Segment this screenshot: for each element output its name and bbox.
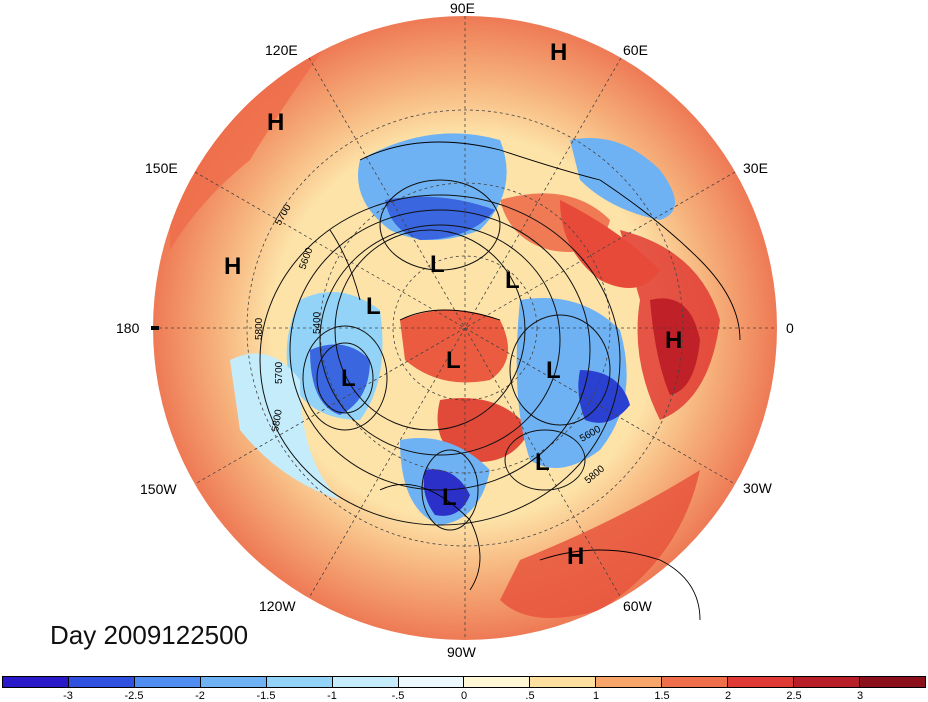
colorbar-swatch — [662, 677, 729, 687]
high-center: H — [224, 253, 241, 280]
anomaly-warm-region — [500, 470, 700, 618]
anomaly-cold-region — [570, 138, 675, 220]
colorbar-swatch — [398, 677, 465, 687]
contour-label: 5800 — [270, 408, 285, 432]
colorbar-swatch — [3, 677, 69, 687]
colorbar-tick: 2.5 — [786, 690, 802, 702]
colorbar — [2, 676, 926, 688]
high-center: H — [550, 39, 567, 66]
contour-label: 5400 — [312, 311, 323, 334]
colorbar-tick: -2 — [195, 690, 205, 702]
anomaly-cold-region — [516, 298, 627, 468]
colorbar-swatch — [596, 677, 663, 687]
lon-label-150w: 150W — [140, 481, 177, 497]
colorbar-swatch — [794, 677, 860, 687]
colorbar-swatch — [134, 677, 201, 687]
colorbar-tick: -3 — [63, 690, 73, 702]
lon-label-120e: 120E — [265, 42, 298, 58]
high-center: H — [665, 327, 682, 354]
lon-label-30w: 30W — [743, 480, 772, 496]
colorbar-swatch — [68, 677, 135, 687]
colorbar-swatch — [859, 677, 925, 687]
lon-label-120w: 120W — [259, 598, 296, 614]
anomaly-cold-region — [385, 196, 495, 240]
low-center: L — [446, 347, 461, 374]
low-center: L — [430, 251, 445, 278]
lon-label-150e: 150E — [145, 160, 178, 176]
contour-label: 5800 — [254, 317, 265, 340]
colorbar-swatch — [728, 677, 795, 687]
lon-label-90w: 90W — [447, 644, 476, 660]
lon-label-0: 0 — [786, 320, 794, 336]
lon-label-60e: 60E — [623, 42, 648, 58]
colorbar-tick: -2.5 — [124, 690, 144, 702]
colorbar-swatch — [332, 677, 399, 687]
colorbar-tick: -1.5 — [256, 690, 276, 702]
anomaly-cold-region — [230, 353, 340, 500]
colorbar-tick: .5 — [525, 690, 535, 702]
low-center: L — [442, 484, 457, 511]
colorbar-swatch — [530, 677, 597, 687]
colorbar-tick: -1 — [327, 690, 337, 702]
anomaly-warm-region — [400, 310, 508, 383]
contour-label: 5700 — [274, 361, 285, 384]
anomaly-cold-region — [423, 469, 470, 516]
colorbar-swatch — [266, 677, 333, 687]
height-contours — [259, 179, 621, 531]
colorbar-tick: -.5 — [391, 690, 405, 702]
colorbar-tick: 0 — [460, 690, 468, 702]
colorbar-tick: 3 — [856, 690, 864, 702]
colorbar-tick: 1.5 — [654, 690, 670, 702]
anomaly-warm-region — [650, 298, 700, 395]
low-center: L — [366, 293, 381, 320]
high-center: H — [567, 543, 584, 570]
high-center: H — [267, 109, 284, 136]
colorbar-swatch — [200, 677, 267, 687]
anomaly-cold-region — [310, 344, 370, 415]
anomaly-warm-region — [170, 40, 330, 250]
anomaly-warm-region — [437, 398, 530, 462]
lon-label-30e: 30E — [743, 160, 768, 176]
pole-marker — [151, 326, 159, 330]
low-center: L — [535, 449, 550, 476]
meridian-lines — [153, 16, 777, 640]
coastlines — [329, 141, 741, 621]
low-center: L — [546, 357, 561, 384]
date-label: Day 2009122500 — [50, 620, 249, 650]
lon-label-180: 180 — [116, 320, 140, 336]
colorbar-tick: 2 — [724, 690, 732, 702]
lon-label-90e: 90E — [450, 0, 475, 16]
colorbar-tick: 1 — [592, 690, 600, 702]
low-center: L — [505, 267, 520, 294]
lon-label-60w: 60W — [623, 598, 652, 614]
low-center: L — [341, 365, 356, 392]
colorbar-swatch — [464, 677, 531, 687]
